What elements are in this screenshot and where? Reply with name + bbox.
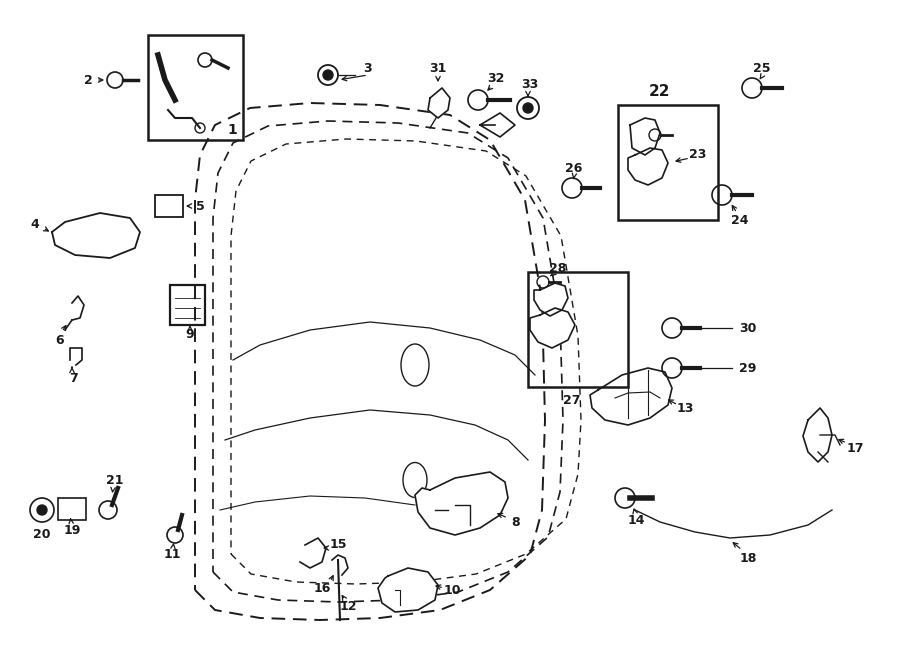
Text: 6: 6: [56, 334, 64, 346]
Text: 19: 19: [63, 524, 81, 537]
Text: 14: 14: [627, 514, 644, 527]
Polygon shape: [534, 283, 568, 316]
Text: 5: 5: [195, 200, 204, 212]
Bar: [155, 195, 183, 217]
Text: 3: 3: [364, 61, 373, 75]
Text: 15: 15: [329, 539, 346, 551]
Polygon shape: [803, 408, 832, 462]
Text: 27: 27: [563, 393, 580, 407]
Circle shape: [523, 103, 533, 113]
Text: 10: 10: [443, 584, 461, 596]
Circle shape: [323, 70, 333, 80]
Text: 13: 13: [676, 401, 694, 414]
Polygon shape: [628, 148, 668, 185]
Text: 16: 16: [313, 582, 330, 594]
Text: 17: 17: [846, 442, 864, 455]
Text: 24: 24: [731, 214, 749, 227]
Polygon shape: [428, 88, 450, 118]
Polygon shape: [378, 568, 438, 612]
Text: 8: 8: [512, 516, 520, 529]
Polygon shape: [52, 213, 140, 258]
Text: 22: 22: [649, 85, 670, 100]
Text: 30: 30: [739, 321, 757, 334]
Bar: [148, 35, 243, 140]
Text: 31: 31: [429, 61, 446, 75]
Text: 26: 26: [565, 161, 582, 175]
Polygon shape: [630, 118, 660, 155]
Bar: [58, 498, 86, 520]
Text: 1: 1: [227, 123, 237, 137]
Text: 33: 33: [521, 79, 538, 91]
Text: 7: 7: [69, 371, 78, 385]
Bar: [618, 105, 718, 220]
Text: 4: 4: [31, 219, 40, 231]
Text: 32: 32: [487, 71, 505, 85]
Polygon shape: [415, 472, 508, 535]
Text: 18: 18: [739, 551, 757, 564]
Bar: [170, 285, 205, 325]
Polygon shape: [590, 368, 672, 425]
Text: 21: 21: [106, 473, 124, 486]
Text: 25: 25: [753, 61, 770, 75]
Polygon shape: [530, 308, 575, 348]
Text: 23: 23: [689, 149, 706, 161]
Text: 11: 11: [163, 549, 181, 561]
Text: 12: 12: [339, 600, 356, 613]
Circle shape: [37, 505, 47, 515]
Text: 2: 2: [84, 73, 93, 87]
Text: 28: 28: [549, 262, 567, 274]
Text: 20: 20: [33, 529, 50, 541]
Text: 9: 9: [185, 329, 194, 342]
Text: 29: 29: [739, 362, 757, 375]
Bar: [528, 272, 628, 387]
